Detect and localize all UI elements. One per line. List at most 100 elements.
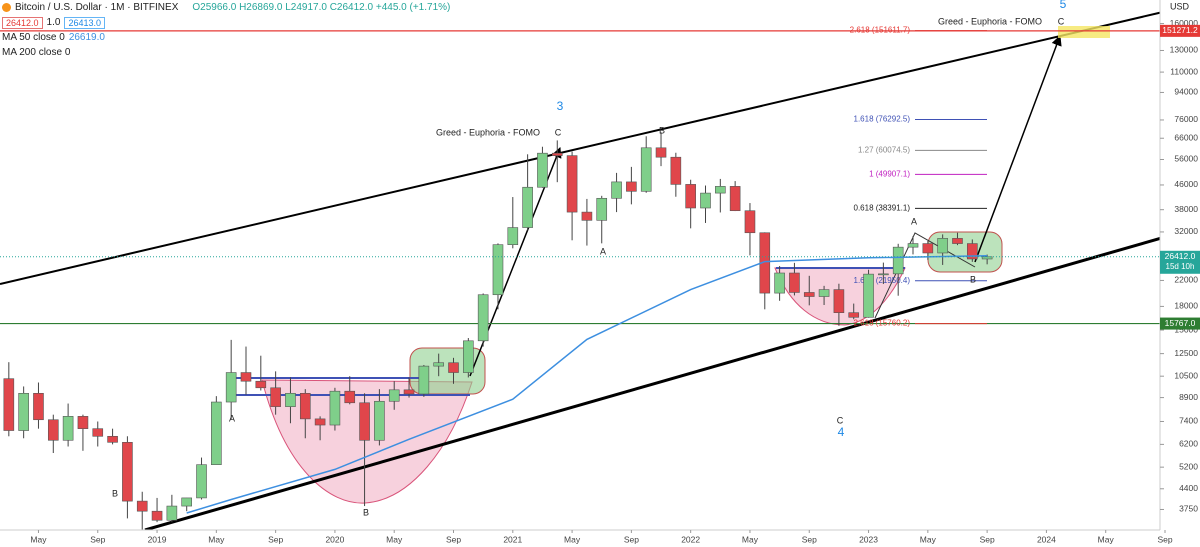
candle-body bbox=[685, 184, 696, 209]
candle-body bbox=[211, 401, 222, 465]
x-tick-label: May bbox=[1098, 534, 1115, 544]
fib-label: 1.27 (60074.5) bbox=[858, 146, 910, 155]
price-tag-label: 26412.0 bbox=[1165, 251, 1196, 261]
x-tick-label: 2019 bbox=[148, 534, 167, 544]
candle-body bbox=[240, 372, 252, 382]
candle-body bbox=[463, 340, 474, 373]
candle-body bbox=[833, 289, 845, 313]
symbol: Bitcoin / U.S. Dollar · 1M · BITFINEX bbox=[15, 2, 179, 13]
y-tick-label: 160000 bbox=[1170, 18, 1199, 28]
y-tick-label: 38000 bbox=[1174, 204, 1198, 214]
wave-label: A bbox=[600, 246, 606, 256]
candle-body bbox=[151, 510, 163, 521]
candle-body bbox=[359, 402, 370, 441]
price-tag bbox=[1160, 317, 1200, 330]
price-tag-label: 151271.2 bbox=[1162, 25, 1198, 35]
candle-body bbox=[299, 392, 311, 420]
candle-body bbox=[477, 294, 489, 342]
candle-body bbox=[566, 155, 578, 213]
x-tick-label: 2020 bbox=[325, 534, 344, 544]
y-tick-label: 56000 bbox=[1174, 154, 1198, 164]
candle-body bbox=[270, 387, 281, 407]
candle-body bbox=[507, 227, 519, 245]
ma-row: MA 200 close 0 bbox=[0, 45, 450, 60]
candle-body bbox=[3, 378, 15, 431]
wave-label: C bbox=[555, 127, 562, 137]
arrow bbox=[974, 35, 1062, 263]
x-tick-label: 2023 bbox=[859, 534, 878, 544]
target-zone bbox=[1058, 26, 1110, 38]
candle-body bbox=[803, 292, 815, 297]
spread: 1.0 bbox=[46, 17, 61, 28]
legend: Bitcoin / U.S. Dollar · 1M · BITFINEX O25… bbox=[0, 0, 450, 60]
candle-body bbox=[537, 152, 548, 188]
y-tick-label: 130000 bbox=[1170, 45, 1199, 55]
x-tick-label: May bbox=[208, 534, 225, 544]
candle-body bbox=[448, 362, 459, 373]
candle-body bbox=[863, 273, 874, 318]
candle-body bbox=[967, 243, 978, 260]
plot: 2.618 (151611.7) 1.618 (76292.5) 1.27 (600… bbox=[0, 26, 1160, 530]
x-tick-label: May bbox=[742, 534, 759, 544]
ma-name: MA 200 close 0 bbox=[2, 47, 71, 58]
annotation: Greed - Euphoria - FOMO bbox=[436, 127, 540, 137]
price-tag-label: 15767.0 bbox=[1165, 318, 1196, 328]
ma-name: MA 50 close 0 bbox=[2, 32, 65, 43]
candle-body bbox=[418, 365, 430, 395]
candle-body bbox=[433, 362, 444, 367]
price-tag bbox=[1160, 250, 1200, 274]
candle-body bbox=[388, 389, 400, 402]
fib-label: 2.618 (151611.7) bbox=[850, 26, 911, 35]
candle-body bbox=[196, 464, 207, 499]
candle-body bbox=[655, 147, 667, 158]
fib-label: 1 (49907.1) bbox=[869, 170, 910, 179]
moving-average bbox=[186, 255, 988, 514]
candle-body bbox=[789, 272, 800, 293]
ask[interactable]: 26413.0 bbox=[64, 16, 105, 29]
countdown: 15d 10h bbox=[1166, 262, 1195, 271]
symbol-row: Bitcoin / U.S. Dollar · 1M · BITFINEX O25… bbox=[0, 0, 450, 15]
y-tick-label: 7400 bbox=[1179, 416, 1198, 426]
x-tick-label: Sep bbox=[90, 534, 105, 544]
candle-body bbox=[907, 243, 919, 248]
candle-body bbox=[952, 238, 963, 244]
candle-body bbox=[640, 147, 652, 192]
candle-body bbox=[522, 186, 533, 228]
axes: 1600001300001100009400076000660005600046… bbox=[30, 18, 1200, 544]
candle-body bbox=[33, 392, 44, 421]
wave-label: 4 bbox=[838, 425, 845, 439]
x-tick-label: May bbox=[30, 534, 47, 544]
y-tick-label: 3750 bbox=[1179, 504, 1198, 514]
candle-body bbox=[715, 186, 726, 194]
candle-body bbox=[107, 435, 118, 443]
y-tick-label: 18000 bbox=[1174, 301, 1198, 311]
y-tick-label: 32000 bbox=[1174, 226, 1198, 236]
candle-body bbox=[596, 197, 608, 221]
x-tick-label: Sep bbox=[268, 534, 283, 544]
candle-body bbox=[18, 392, 29, 431]
y-tick-label: 94000 bbox=[1174, 87, 1198, 97]
candle-body bbox=[892, 246, 904, 275]
candle-body bbox=[136, 500, 148, 512]
candle-body bbox=[611, 181, 622, 199]
candle-body bbox=[403, 389, 415, 395]
x-tick-label: Sep bbox=[624, 534, 639, 544]
candle-body bbox=[848, 312, 860, 318]
y-tick-label: 8900 bbox=[1179, 392, 1198, 402]
wave-label: C bbox=[1058, 16, 1065, 26]
wave-label: B bbox=[970, 274, 976, 284]
candle-body bbox=[92, 428, 104, 437]
ohlc: O25966.0 H26869.0 L24917.0 C26412.0 +445… bbox=[192, 2, 451, 13]
wave-label: A bbox=[911, 216, 917, 226]
candle-body bbox=[937, 238, 948, 254]
y-tick-label: 12500 bbox=[1174, 348, 1198, 358]
x-tick-label: Sep bbox=[980, 534, 995, 544]
candle-body bbox=[492, 244, 504, 296]
candle-body bbox=[314, 418, 326, 426]
coin-icon bbox=[2, 3, 11, 12]
y-tick-label: 110000 bbox=[1170, 66, 1198, 76]
quote-row: 26412.0 1.0 26413.0 bbox=[0, 15, 450, 30]
candle-body bbox=[729, 186, 741, 212]
bid[interactable]: 26412.0 bbox=[2, 16, 43, 29]
fib-label: 2.618 (15760.2) bbox=[854, 319, 911, 328]
